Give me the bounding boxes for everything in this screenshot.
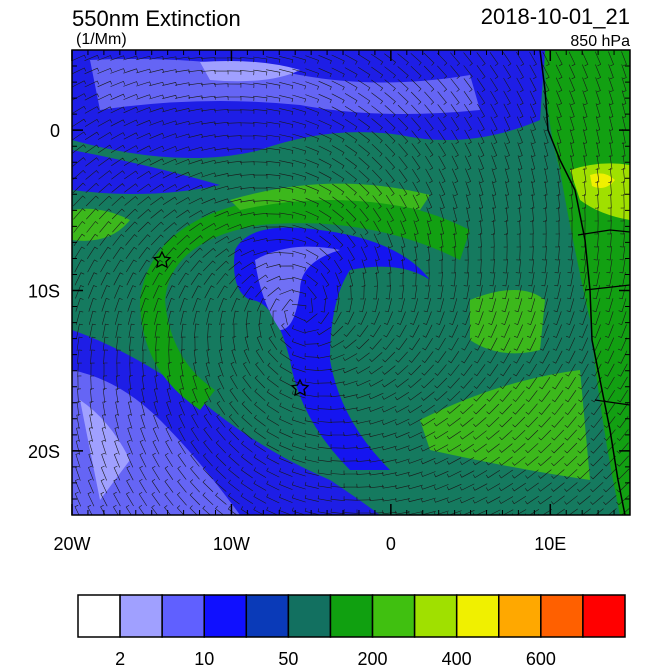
colorbar-box [582, 594, 626, 638]
colorbar-box [413, 594, 458, 638]
x-tick-label: 20W [53, 534, 90, 554]
colorbar-box [77, 594, 121, 638]
y-tick-label: 20S [28, 442, 60, 462]
date: 2018-10-01_21 [481, 4, 630, 29]
colorbar-label: 2 [115, 649, 125, 667]
colorbar-label: 10 [194, 649, 214, 667]
colorbar-box [540, 594, 584, 638]
colorbar-label: 50 [278, 649, 298, 667]
colorbar-label: 600 [526, 649, 556, 667]
axes: 20W 10W 0 10E 0 10S 20S [28, 49, 631, 554]
x-tick-label: 10E [534, 534, 566, 554]
colorbar-label: 400 [442, 649, 472, 667]
colorbar-box [498, 594, 542, 638]
units: (1/Mm) [76, 31, 127, 48]
colorbar-box [203, 594, 248, 638]
x-tick-label: 0 [386, 534, 396, 554]
map-field [72, 50, 630, 515]
colorbar: 2 10 50 200 400 600 [77, 594, 626, 669]
x-tick-label: 10W [213, 534, 250, 554]
colorbar-box [119, 594, 163, 638]
colorbar-label: 200 [358, 649, 388, 667]
colorbar-box [329, 594, 374, 638]
level: 850 hPa [570, 33, 630, 50]
y-tick-label: 0 [50, 121, 60, 141]
colorbar-box [371, 594, 416, 638]
y-tick-label: 10S [28, 282, 60, 302]
colorbar-box [161, 594, 205, 638]
map-frame [71, 49, 631, 516]
colorbar-box [287, 594, 332, 638]
title: 550nm Extinction [72, 6, 241, 31]
colorbar-box [245, 594, 290, 638]
colorbar-box [455, 594, 500, 638]
